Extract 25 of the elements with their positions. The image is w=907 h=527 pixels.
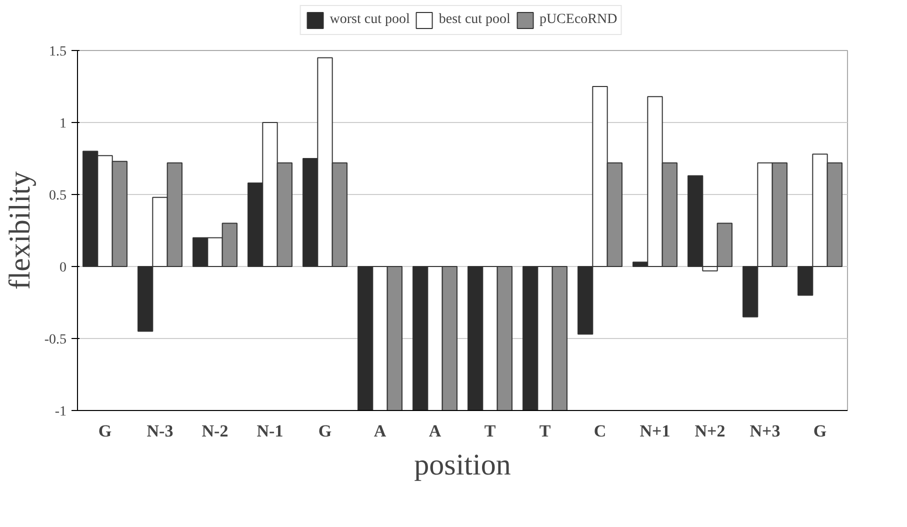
x-tick-label: N+3 <box>750 422 780 440</box>
legend-label: best cut pool <box>438 12 510 28</box>
x-tick-label: C <box>594 422 606 440</box>
y-tick-label: 0 <box>60 260 66 276</box>
x-tick-label: T <box>539 422 552 440</box>
y-tick-label: -1 <box>54 404 67 420</box>
x-axis-title: position <box>414 448 511 482</box>
legend-label: worst cut pool <box>330 12 410 28</box>
x-tick-label: A <box>428 422 442 440</box>
x-tick-label: N+2 <box>694 422 726 440</box>
x-tick-label: N-3 <box>146 422 174 440</box>
y-axis-title: flexibility <box>3 171 36 290</box>
x-tick-label: A <box>374 422 387 440</box>
x-tick-label: N-1 <box>256 422 284 440</box>
y-tick-label: 0.5 <box>49 188 66 204</box>
x-tick-label: N+1 <box>640 422 670 440</box>
x-tick-label: G <box>813 422 827 440</box>
x-tick-label: G <box>98 422 112 440</box>
y-tick-label: -0.5 <box>44 332 67 348</box>
x-tick-label: T <box>484 422 496 440</box>
y-tick-label: 1 <box>60 116 66 132</box>
legend-label: pUCEcoRND <box>539 12 618 28</box>
x-tick-label: G <box>318 422 332 440</box>
x-tick-label: N-2 <box>202 422 228 440</box>
y-tick-label: 1.5 <box>49 44 66 60</box>
